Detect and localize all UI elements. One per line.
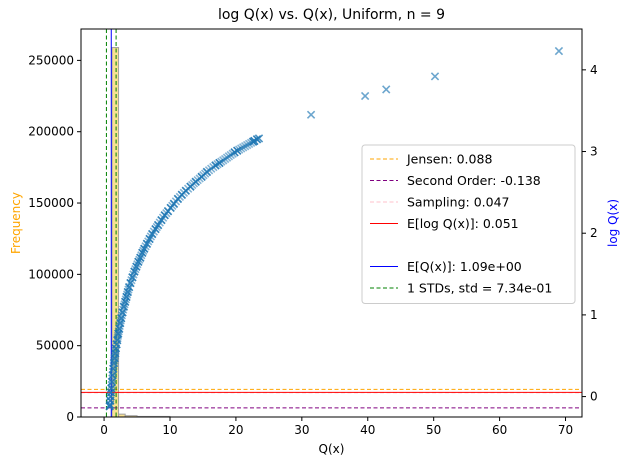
plot-frame <box>80 28 583 418</box>
x-tick-label: 10 <box>162 423 177 437</box>
y-right-tick-label: 2 <box>590 226 598 240</box>
legend-label: 1 STDs, std = 7.34e-01 <box>407 281 552 296</box>
scatter-point <box>306 110 316 119</box>
scatter-point <box>119 302 129 311</box>
x-tick-label: 40 <box>360 423 375 437</box>
legend-label: E[Q(x)]: 1.09e+00 <box>407 259 522 274</box>
scatter-point <box>122 292 131 302</box>
scatter-point <box>130 267 139 276</box>
y-right-tick-label: 3 <box>590 145 598 159</box>
legend: Jensen: 0.088 Second Order: -0.138 Samplin… <box>361 144 576 304</box>
y-left-tick-label: 100000 <box>28 267 74 281</box>
y-axis-left: 0 50000 100000 150000 200000 250000 <box>28 53 81 424</box>
legend-label: E[log Q(x)]: 0.051 <box>407 216 519 231</box>
scatter-point <box>215 158 224 168</box>
scatter-point <box>360 91 370 101</box>
legend-label: Jensen: 0.088 <box>406 152 492 167</box>
scatter-point <box>148 229 157 239</box>
x-tick-label: 50 <box>426 423 441 437</box>
scatter-point <box>382 85 391 94</box>
y-right-tick-label: 0 <box>590 390 598 404</box>
scatter-point <box>111 346 120 356</box>
scatter-point <box>133 260 142 269</box>
y-left-tick-label: 0 <box>66 410 74 424</box>
x-tick-label: 60 <box>492 423 507 437</box>
legend-item: Sampling: 0.047 <box>370 195 509 210</box>
y-axis-left-label: Frequency <box>9 192 23 254</box>
legend-box <box>361 144 576 304</box>
x-tick-label: 0 <box>100 423 108 437</box>
scatter-point <box>145 234 154 244</box>
legend-label: Sampling: 0.047 <box>407 195 509 210</box>
y-axis-right-label: log Q(x) <box>606 199 620 247</box>
scatter-point <box>140 244 149 253</box>
y-axis-right: 0 1 2 3 4 <box>582 63 598 404</box>
x-tick-label: 20 <box>228 423 243 437</box>
scatter-point <box>254 134 264 143</box>
scatter-point <box>132 262 141 271</box>
y-left-tick-label: 50000 <box>36 339 74 353</box>
y-right-tick-label: 1 <box>590 308 598 322</box>
scatter-point <box>121 297 130 306</box>
chart-title: log Q(x) vs. Q(x), Uniform, n = 9 <box>218 7 445 23</box>
scatter-point <box>136 253 145 262</box>
x-axis-label: Q(x) <box>319 442 345 456</box>
scatter-point <box>131 264 140 274</box>
scatter-point <box>113 336 122 345</box>
scatter-point <box>157 215 166 225</box>
x-tick-label: 30 <box>294 423 309 437</box>
legend-item: Jensen: 0.088 <box>370 152 492 167</box>
legend-item: E[Q(x)]: 1.09e+00 <box>370 259 522 274</box>
scatter-point <box>554 46 564 56</box>
scatter-point <box>121 295 130 304</box>
legend-item: Second Order: -0.138 <box>370 173 541 188</box>
scatter-point <box>138 248 147 257</box>
legend-label: Second Order: -0.138 <box>407 173 541 188</box>
x-tick-label: 70 <box>558 423 573 437</box>
y-right-tick-label: 4 <box>590 63 598 77</box>
scatter-point <box>430 72 440 81</box>
scatter-point <box>151 224 160 234</box>
y-left-tick-label: 150000 <box>28 196 74 210</box>
scatter-point <box>128 273 137 282</box>
scatter-point <box>134 257 143 266</box>
y-left-tick-label: 200000 <box>28 125 74 139</box>
plot-content <box>81 29 582 417</box>
scatter-point <box>233 146 242 155</box>
scatter-point <box>252 135 262 144</box>
scatter-point <box>137 251 146 260</box>
scatter-point <box>153 220 163 230</box>
legend-item: 1 STDs, std = 7.34e-01 <box>370 281 552 296</box>
x-axis: 0 10 20 30 40 50 60 70 <box>100 417 573 437</box>
scatter-point <box>122 290 132 299</box>
y-left-tick-label: 250000 <box>28 53 74 67</box>
legend-item: E[log Q(x)]: 0.051 <box>370 216 519 231</box>
scatter-point <box>211 161 220 170</box>
scatter-point <box>202 167 212 177</box>
scatter-point <box>142 239 152 248</box>
scatter-point <box>126 278 135 288</box>
scatter-point <box>124 285 133 294</box>
scatter-point <box>123 287 132 297</box>
scatter-point <box>120 300 129 309</box>
